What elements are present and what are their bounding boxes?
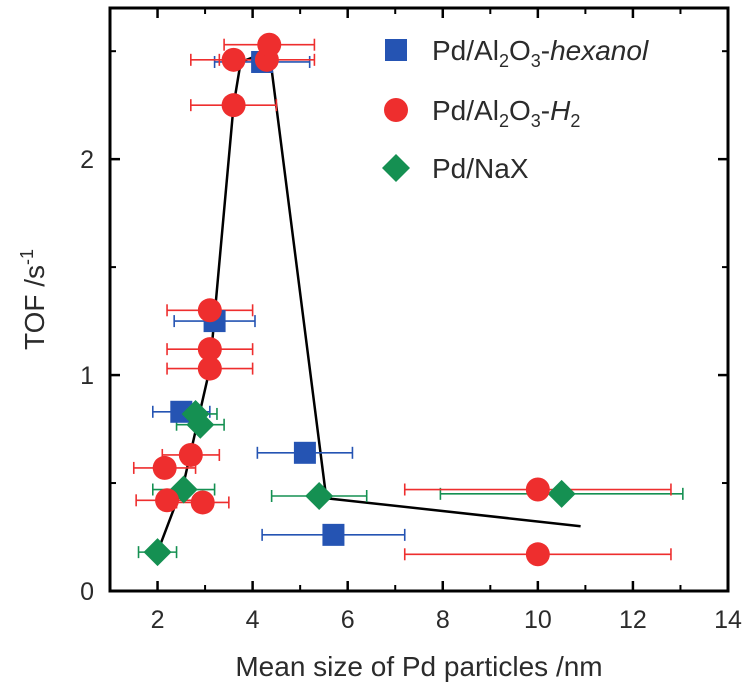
legend-label-part: 3 bbox=[531, 111, 541, 131]
y-axis-label-base: TOF /s bbox=[19, 265, 50, 350]
data-point-circle bbox=[178, 442, 203, 467]
legend-label: Pd/NaX bbox=[432, 153, 529, 184]
legend-label-part: O bbox=[509, 35, 531, 66]
data-point-circle bbox=[197, 298, 222, 323]
data-point-diamond bbox=[305, 481, 334, 510]
x-tick-label: 4 bbox=[246, 606, 260, 634]
legend-label-part: 2 bbox=[499, 51, 509, 71]
data-point-circle bbox=[155, 488, 180, 513]
data-point-circle bbox=[152, 455, 177, 480]
x-axis-label: Mean size of Pd particles /nm bbox=[235, 651, 602, 682]
legend-marker-diamond bbox=[382, 154, 410, 182]
data-point-circle bbox=[197, 337, 222, 362]
legend-label-part: Pd/Al bbox=[432, 35, 499, 66]
data-point-square bbox=[293, 441, 316, 464]
y-tick-label: 1 bbox=[80, 362, 94, 390]
marker-layer bbox=[143, 32, 576, 567]
legend-label-part: 2 bbox=[499, 111, 509, 131]
legend-label-part: - bbox=[541, 35, 550, 66]
data-point-circle bbox=[197, 356, 222, 381]
trend-line-layer bbox=[156, 49, 581, 553]
legend-label-part: - bbox=[541, 95, 550, 126]
data-point-diamond bbox=[547, 479, 576, 508]
legend-label: Pd/Al2O3-H2 bbox=[432, 95, 580, 131]
legend-label-part: hexanol bbox=[550, 35, 649, 66]
y-axis-label-superscript: -1 bbox=[17, 249, 37, 265]
legend-label-part: O bbox=[509, 95, 531, 126]
data-point-diamond bbox=[186, 410, 215, 439]
x-tick-label: 12 bbox=[619, 606, 647, 634]
legend-label-part: 2 bbox=[570, 111, 580, 131]
x-tick-label: 8 bbox=[436, 606, 450, 634]
y-axis-label: TOF /s-1 bbox=[17, 249, 50, 350]
data-point-square bbox=[322, 523, 345, 546]
data-point-circle bbox=[221, 93, 246, 118]
legend-label-part: Pd/Al bbox=[432, 95, 499, 126]
data-point-diamond bbox=[143, 538, 172, 567]
y-tick-label: 2 bbox=[80, 146, 94, 174]
legend-label-part: 3 bbox=[531, 51, 541, 71]
trend-line bbox=[156, 49, 581, 553]
legend-marker-circle bbox=[384, 98, 408, 122]
data-point-circle bbox=[190, 490, 215, 515]
x-tick-label: 6 bbox=[341, 606, 355, 634]
data-point-circle bbox=[221, 47, 246, 72]
x-tick-label: 14 bbox=[714, 606, 742, 634]
data-point-circle bbox=[525, 542, 550, 567]
legend-marker-square bbox=[385, 39, 407, 61]
plot-frame bbox=[108, 6, 730, 593]
data-point-circle bbox=[525, 477, 550, 502]
x-tick-label: 10 bbox=[524, 606, 552, 634]
legend-label-part: H bbox=[550, 95, 571, 126]
y-tick-label: 0 bbox=[80, 578, 94, 606]
x-tick-label: 2 bbox=[151, 606, 165, 634]
data-point-circle bbox=[257, 32, 282, 57]
legend-label-part: Pd/NaX bbox=[432, 153, 529, 184]
legend-label: Pd/Al2O3-hexanol bbox=[432, 35, 649, 71]
